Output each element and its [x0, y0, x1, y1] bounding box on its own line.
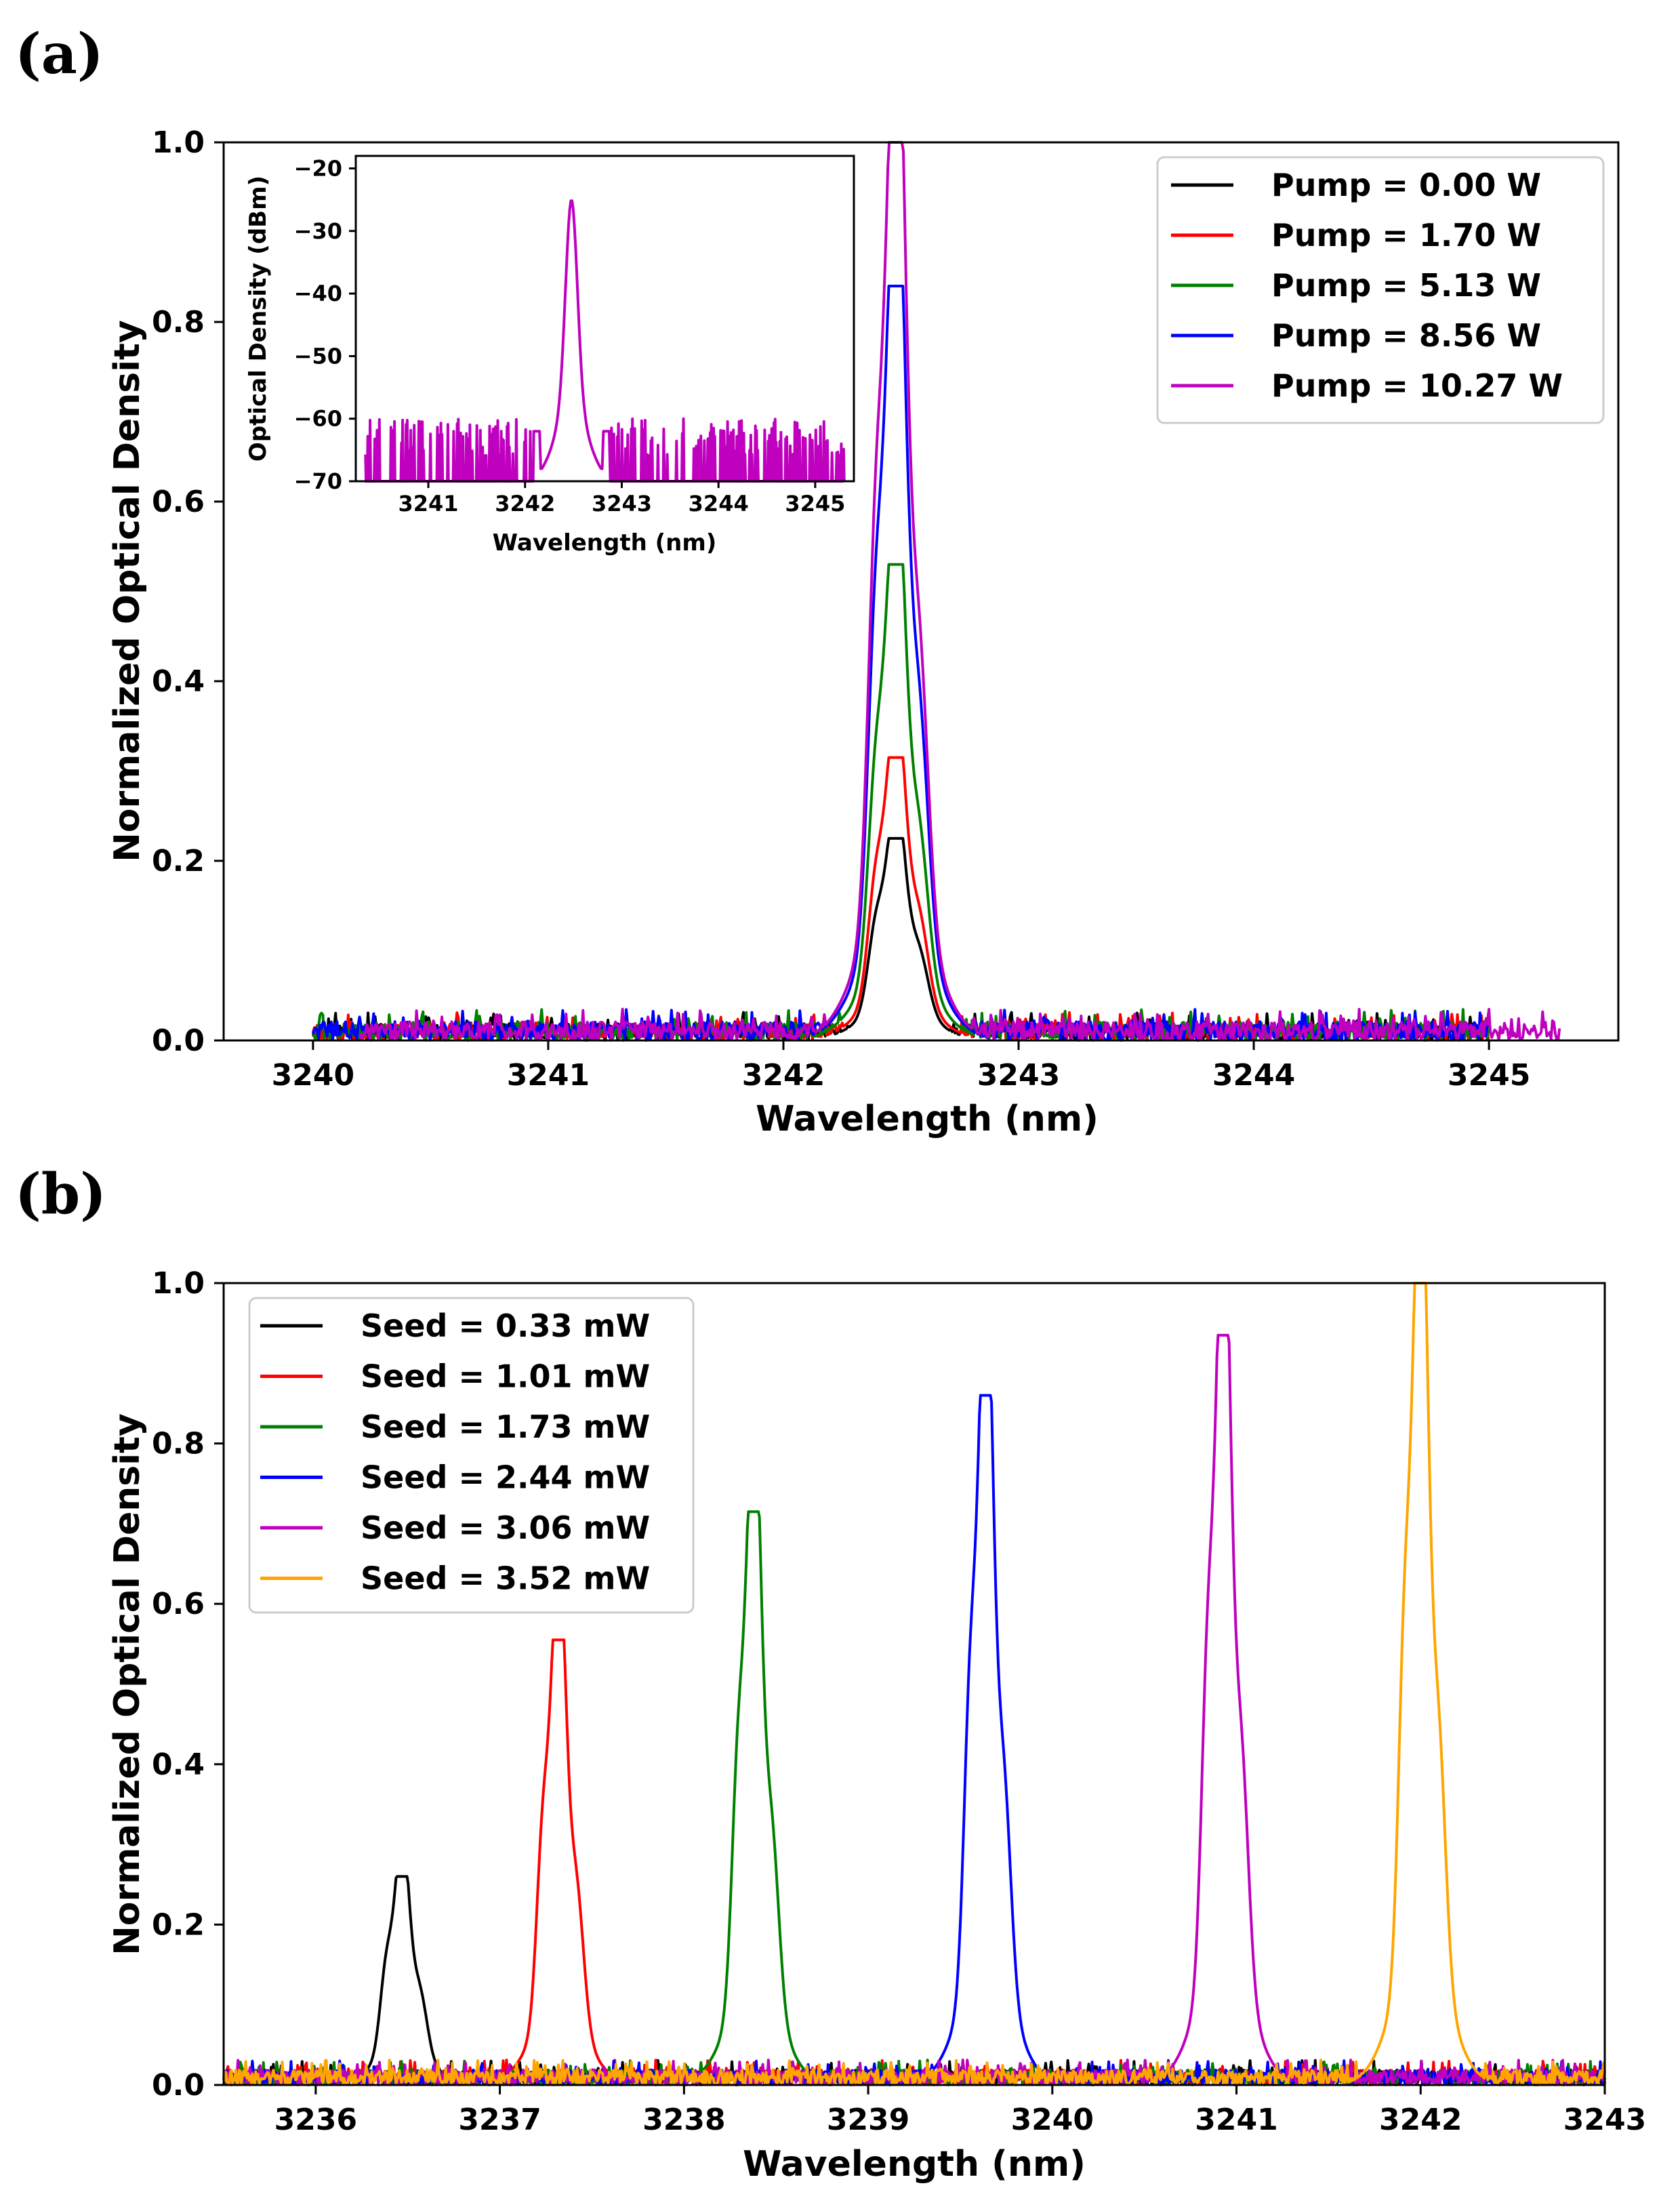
- inset-xtick-label: 3243: [592, 491, 652, 516]
- chart-b-ytick-label: 0.0: [152, 2068, 205, 2103]
- chart-b-series-line-6: [222, 1282, 1606, 2086]
- chart-b-legend: Seed = 0.33 mW Seed = 1.01 mW Seed = 1.73 …: [248, 1297, 695, 1614]
- chart-a-x-ticks: 3240 3241 3242 3243 3244 3245: [272, 1040, 1530, 1093]
- chart-b-xtick-label: 3242: [1379, 2103, 1462, 2137]
- chart-b-legend-label: Seed = 3.06 mW: [361, 1509, 650, 1546]
- chart-b-ytick-label: 0.2: [152, 1907, 205, 1942]
- inset-x-ticks: 3241 3242 3243 3244 3245: [398, 481, 845, 516]
- chart-b-ytick-label: 0.6: [152, 1587, 205, 1621]
- chart-a-xtick-label: 3244: [1212, 1058, 1295, 1093]
- inset-y-ticks: −70 −60 −50 −40 −30 −20: [294, 155, 356, 494]
- chart-b-legend-label: Seed = 1.73 mW: [361, 1409, 650, 1445]
- chart-a-legend-label: Pump = 5.13 W: [1271, 267, 1541, 304]
- chart-b-xtick-label: 3236: [274, 2103, 357, 2137]
- panel-label-a: (a): [15, 22, 104, 87]
- inset-ytick-label: −70: [294, 468, 342, 494]
- chart-a-xlabel: Wavelength (nm): [756, 1099, 1099, 1139]
- chart-b-xtick-label: 3238: [642, 2103, 725, 2137]
- chart-a-legend-label: Pump = 8.56 W: [1271, 317, 1541, 354]
- chart-b-xlabel: Wavelength (nm): [743, 2144, 1086, 2185]
- inset-xtick-label: 3245: [785, 491, 845, 516]
- inset-xtick-label: 3244: [689, 491, 749, 516]
- chart-b-x-ticks: 3236 3237 3238 3239 3240 3241 3242 3243: [274, 2085, 1646, 2137]
- chart-b-legend-label: Seed = 1.01 mW: [361, 1358, 650, 1395]
- chart-b-ylabel: Normalized Optical Density: [107, 1413, 148, 1955]
- chart-a-series-line-5: [358, 141, 1561, 1042]
- chart-b-xtick-label: 3243: [1563, 2103, 1646, 2137]
- chart-a-ytick-label: 0.6: [152, 485, 205, 519]
- inset-ytick-label: −60: [294, 406, 342, 432]
- chart-b-y-ticks: 0.0 0.2 0.4 0.6 0.8 1.0: [152, 1266, 224, 2103]
- inset-ytick-label: −50: [294, 343, 342, 369]
- chart-b-legend-label: Seed = 0.33 mW: [361, 1308, 650, 1344]
- chart-a-xtick-label: 3241: [507, 1058, 590, 1093]
- chart-b-ytick-label: 0.8: [152, 1427, 205, 1461]
- chart-a-inset: 3241 3242 3243 3244 3245 −70−60−50−40−30−20 …: [245, 155, 855, 556]
- inset-xtick-label: 3242: [495, 491, 555, 516]
- chart-a-plot-frame: [222, 141, 1620, 1042]
- chart-a-ytick-label: 1.0: [152, 125, 205, 160]
- inset-xlabel: Wavelength (nm): [493, 529, 717, 556]
- chart-a-xtick-label: 3242: [742, 1058, 825, 1093]
- chart-panel-a: 3240 3241 3242 3243 3244 3245 0.0 0.2 0.4 0.6 0.8…: [107, 125, 1620, 1139]
- chart-a-ytick-label: 0.2: [152, 844, 205, 878]
- chart-b-series-line-1: [222, 1875, 1606, 2086]
- chart-b-xtick-label: 3239: [827, 2103, 909, 2137]
- chart-b-ytick-label: 0.4: [152, 1747, 205, 1782]
- chart-b-xtick-label: 3240: [1011, 2103, 1094, 2137]
- chart-a-legend: Pump = 0.00 W Pump = 1.70 W Pump = 5.13 W P…: [1156, 156, 1605, 424]
- chart-a-legend-box: [1156, 156, 1605, 424]
- chart-b-legend-label: Seed = 2.44 mW: [361, 1459, 650, 1496]
- chart-b-series-line-2: [222, 1638, 1606, 2086]
- chart-b-plot-frame: [222, 1282, 1606, 2086]
- chart-b-legend-label: Seed = 3.52 mW: [361, 1560, 650, 1597]
- chart-a-xtick-label: 3240: [272, 1058, 354, 1093]
- chart-a-xtick-label: 3245: [1448, 1058, 1530, 1093]
- chart-a-y-ticks: 0.0 0.2 0.4 0.6 0.8 1.0: [152, 125, 224, 1058]
- chart-a-series-line-2: [311, 756, 1490, 1042]
- chart-b-xtick-label: 3241: [1195, 2103, 1277, 2137]
- chart-a-xtick-label: 3243: [977, 1058, 1060, 1093]
- inset-plot-frame: [354, 155, 855, 483]
- chart-panel-b: 3236 3237 3238 3239 3240 3241 3242 3243 0.00.20…: [107, 1266, 1646, 2185]
- chart-a-legend-label: Pump = 1.70 W: [1271, 217, 1541, 254]
- chart-a-series-line-3: [312, 563, 1490, 1042]
- inset-xtick-label: 3241: [398, 491, 459, 516]
- inset-ylabel: Optical Density (dBm): [245, 176, 272, 462]
- inset-background: [356, 156, 854, 481]
- chart-a-series-group: [311, 141, 1561, 1042]
- chart-a-legend-label: Pump = 0.00 W: [1271, 167, 1541, 203]
- chart-a-legend-label: Pump = 10.27 W: [1271, 367, 1563, 404]
- inset-ytick-label: −40: [294, 281, 342, 306]
- chart-b-ytick-label: 1.0: [152, 1266, 205, 1301]
- chart-b-xtick-label: 3237: [458, 2103, 541, 2137]
- chart-a-ytick-label: 0.4: [152, 664, 205, 699]
- chart-a-ylabel: Normalized Optical Density: [107, 320, 148, 862]
- chart-b-legend-box: [248, 1297, 695, 1614]
- chart-a-ytick-label: 0.0: [152, 1024, 205, 1058]
- panel-label-b: (b): [15, 1162, 106, 1227]
- inset-ytick-label: −30: [294, 218, 342, 244]
- chart-a-ytick-label: 0.8: [152, 305, 205, 340]
- inset-ytick-label: −20: [294, 155, 342, 181]
- chart-a-series-line-1: [311, 836, 1490, 1042]
